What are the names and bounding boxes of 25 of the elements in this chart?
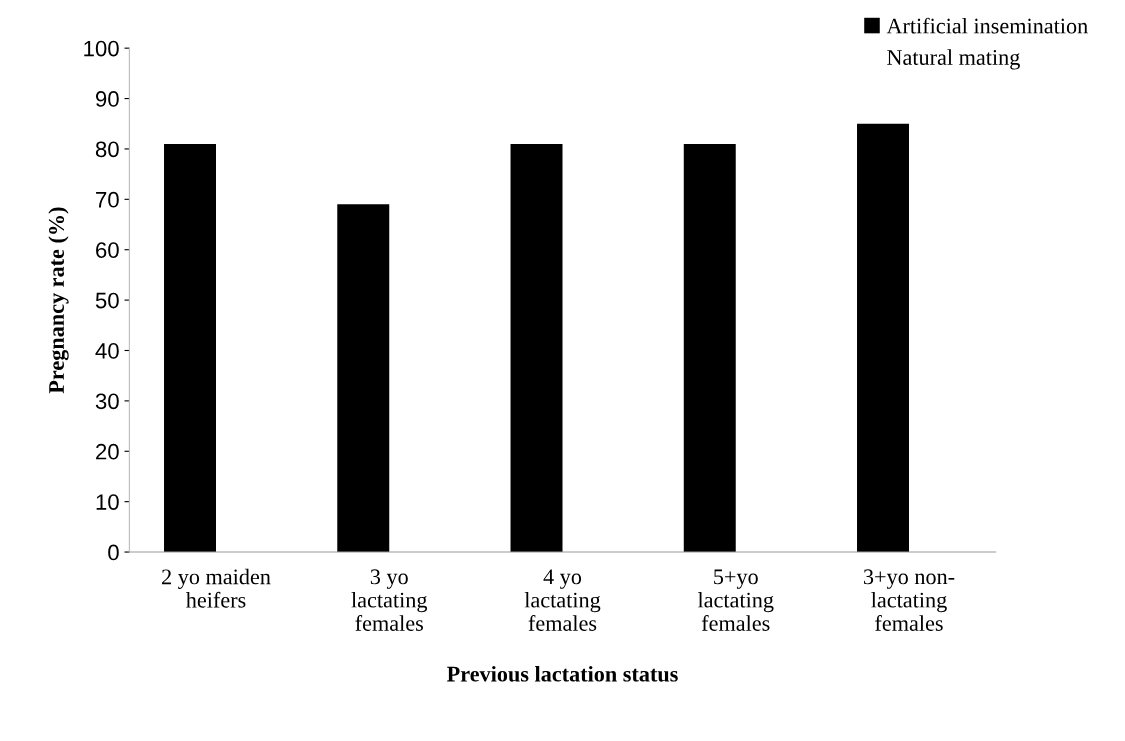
y-tick-label: 10: [96, 494, 119, 510]
x-tick-label: 5+yo lactating females: [697, 569, 774, 631]
text: Natural mating: [887, 49, 1020, 70]
bar: [510, 143, 563, 553]
x-axis-title: Previous lactation status: [447, 665, 678, 682]
bar: [164, 143, 216, 553]
y-tick-label: 20: [96, 443, 119, 460]
bar: [683, 143, 736, 553]
y-tick-label: 80: [95, 141, 119, 158]
y-tick-label: 0: [108, 544, 119, 561]
x-tick-label: 3 yo lactating females: [351, 569, 428, 631]
bar: [337, 204, 390, 553]
x-tick-label: 2 yo maiden heifers: [162, 568, 271, 608]
bar: [857, 123, 909, 553]
y-tick-label: 40: [95, 343, 119, 359]
y-tick-label: 90: [95, 91, 119, 107]
y-tick-label: 60: [96, 242, 119, 258]
x-tick-label: 4 yo lactating females: [524, 569, 601, 631]
y-tick-label: 70: [96, 191, 119, 208]
legend-label: Artificial insemination: [886, 17, 1088, 34]
y-axis-title: Pregnancy rate (%): [48, 207, 69, 394]
y-tick-label: 30: [95, 393, 119, 410]
y-tick-label: 50: [95, 292, 119, 309]
x-tick-label: 3+yo non- lactating females: [863, 569, 955, 631]
y-tick-label: 100: [84, 40, 119, 57]
